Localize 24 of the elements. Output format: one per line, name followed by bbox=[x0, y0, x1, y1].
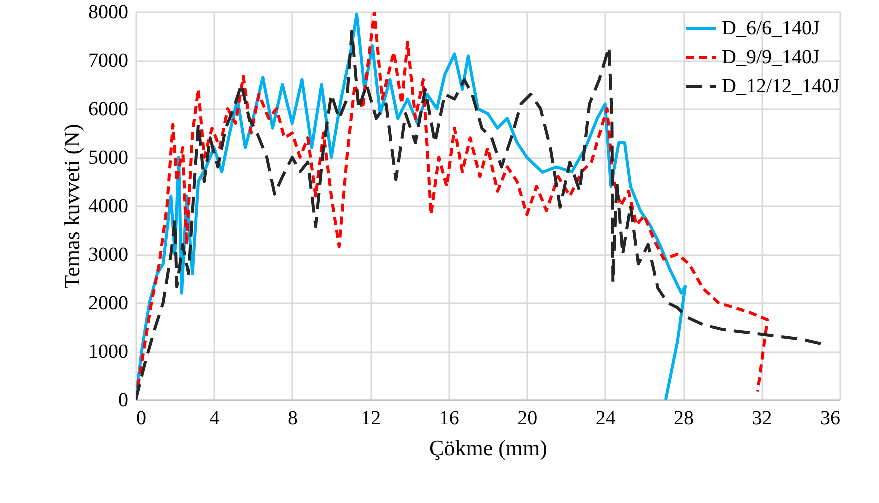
y-tick-label: 3000 bbox=[88, 244, 128, 266]
x-tick-label: 16 bbox=[439, 408, 460, 430]
x-tick-label: 0 bbox=[136, 408, 146, 430]
legend-label: D_6/6_140J bbox=[722, 18, 820, 40]
y-tick-label: 4000 bbox=[88, 196, 128, 218]
y-axis-title: Temas kuvveti (N) bbox=[60, 124, 84, 289]
y-tick-label: 0 bbox=[118, 390, 128, 412]
legend-label: D_9/9_140J bbox=[722, 46, 820, 68]
y-tick-label: 5000 bbox=[88, 147, 128, 169]
legend-label: D_12/12_140J bbox=[722, 76, 840, 98]
x-tick-label: 12 bbox=[361, 408, 382, 430]
x-axis-title: Çökme (mm) bbox=[430, 436, 548, 460]
x-tick-label: 36 bbox=[820, 408, 840, 430]
x-tick-label: 4 bbox=[210, 408, 220, 430]
y-tick-label: 7000 bbox=[88, 50, 128, 72]
y-tick-label: 8000 bbox=[88, 2, 128, 24]
x-tick-label: 20 bbox=[518, 408, 538, 430]
x-tick-label: 24 bbox=[596, 408, 616, 430]
x-tick-label: 28 bbox=[674, 408, 694, 430]
x-tick-label: 32 bbox=[752, 408, 772, 430]
y-tick-label: 1000 bbox=[88, 341, 128, 363]
y-tick-label: 2000 bbox=[88, 292, 128, 314]
y-tick-label: 6000 bbox=[88, 98, 128, 120]
x-tick-label: 8 bbox=[288, 408, 298, 430]
